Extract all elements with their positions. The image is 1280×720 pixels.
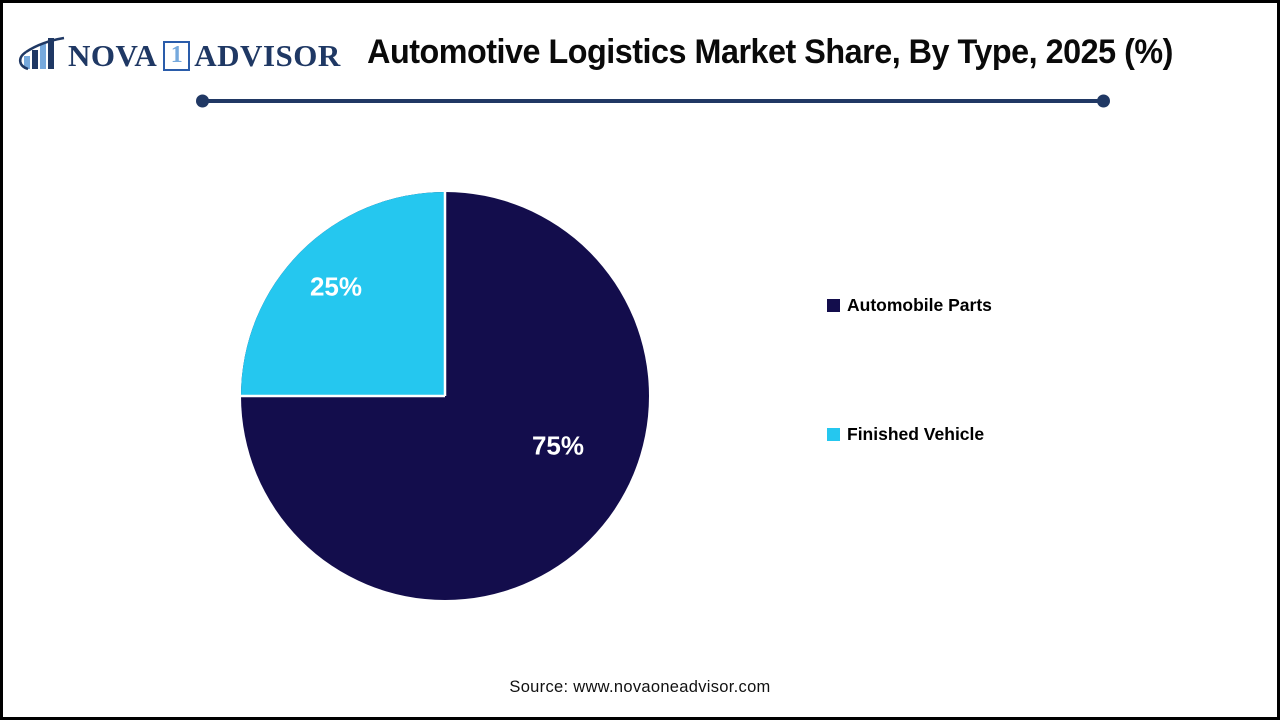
logo-text-advisor: ADVISOR bbox=[194, 38, 341, 73]
pie-slice-finished-vehicle bbox=[241, 192, 445, 396]
chart-title: Automotive Logistics Market Share, By Ty… bbox=[367, 33, 1173, 71]
title-underline bbox=[196, 94, 1110, 108]
legend-label-finished-vehicle: Finished Vehicle bbox=[847, 424, 985, 444]
source-attribution: Source: www.novaoneadvisor.com bbox=[509, 678, 771, 696]
bar-chart-swoosh-icon bbox=[18, 34, 66, 77]
legend-item-automobile-parts: Automobile Parts bbox=[827, 295, 992, 316]
data-label-automobile-parts: 75% bbox=[531, 430, 585, 461]
data-label-finished-vehicle: 25% bbox=[309, 271, 363, 302]
logo-text-nova: NOVA bbox=[68, 38, 158, 73]
pie-svg bbox=[241, 192, 649, 600]
legend-swatch-finished-vehicle bbox=[827, 428, 840, 441]
legend-item-finished-vehicle: Finished Vehicle bbox=[827, 424, 984, 445]
underline-right-dot bbox=[1097, 94, 1110, 108]
logo: NOVA 1 ADVISOR bbox=[18, 34, 341, 77]
legend-label-automobile-parts: Automobile Parts bbox=[847, 295, 992, 315]
logo-number-box: 1 bbox=[163, 40, 191, 71]
legend-swatch-automobile-parts bbox=[827, 299, 840, 312]
pie-chart: 75% 25% bbox=[230, 181, 660, 611]
underline-left-dot bbox=[196, 94, 209, 108]
